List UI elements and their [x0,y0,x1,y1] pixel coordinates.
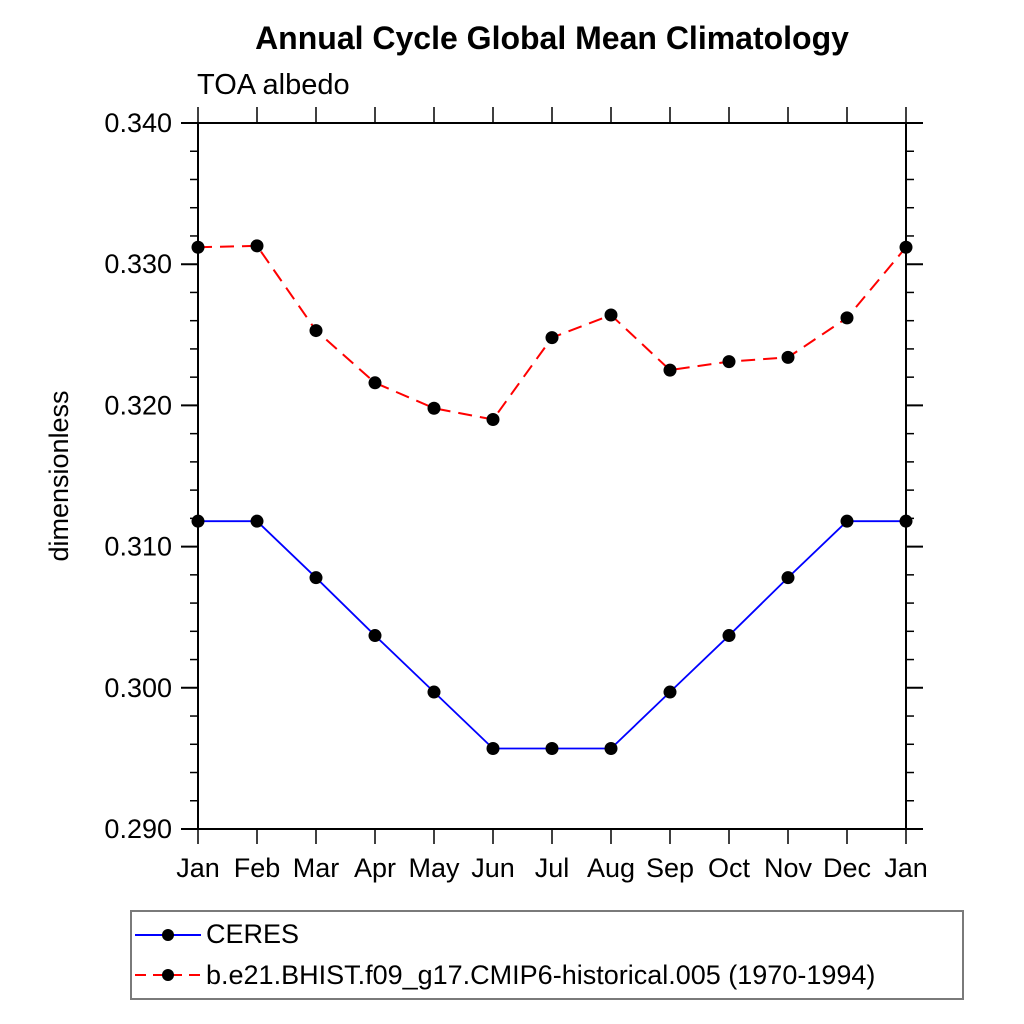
series-marker [840,311,854,325]
series-marker [545,331,559,345]
series-marker [427,401,441,415]
y-tick-label: 0.310 [104,532,172,562]
series-marker [663,363,677,377]
x-tick-label: Nov [764,853,813,883]
series-marker [781,571,795,585]
axis-labels: 0.290 0.300 0.310 0.320 0.330 0.340 Jan Feb Mar A… [44,108,928,883]
series-marker [899,240,913,254]
legend: CERES b.e21.BHIST.f09_g17.CMIP6-historic… [130,910,964,1000]
legend-item-ceres: CERES [132,915,962,955]
series-marker [250,514,264,528]
series-marker [722,629,736,643]
x-tick-label: Apr [354,853,396,883]
series-marker [604,308,618,322]
x-tick-label: Jan [884,853,928,883]
legend-line-sample-ceres [135,928,201,941]
series-marker [604,742,618,756]
series-marker [840,514,854,528]
series-marker [368,629,382,643]
series-marker [191,240,205,254]
x-tick-label: Feb [234,853,281,883]
series-marker [663,685,677,699]
x-tick-label: Jun [471,853,515,883]
y-tick-label: 0.320 [104,390,172,420]
x-tick-label: Aug [587,853,635,883]
series-marker [427,685,441,699]
legend-line-sample-model [135,969,201,982]
x-tick-label: Sep [646,853,694,883]
series-marker [486,742,500,756]
series-layer [191,239,913,756]
axis-frame [197,122,907,830]
legend-label-ceres: CERES [206,919,300,950]
series-marker [309,571,323,585]
y-tick-label: 0.330 [104,249,172,279]
y-tick-label: 0.340 [104,108,172,138]
x-tick-label: Mar [293,853,340,883]
series-marker [545,742,559,756]
x-tick-label: Dec [823,853,871,883]
legend-label-model: b.e21.BHIST.f09_g17.CMIP6-historical.005… [206,959,876,990]
plot-svg: 0.290 0.300 0.310 0.320 0.330 0.340 Jan Feb Mar A… [44,107,928,883]
series-marker [899,514,913,528]
x-tick-label: Oct [708,853,751,883]
series-marker [722,355,736,369]
series-marker [309,324,323,338]
series-marker [486,413,500,427]
series-marker [781,350,795,364]
y-tick-label: 0.290 [104,814,172,844]
chart-subtitle: TOA albedo [197,69,350,101]
x-tick-label: Jan [176,853,220,883]
series-marker [368,376,382,390]
axis-ticks [181,107,923,844]
series-marker [250,239,264,253]
legend-item-model: b.e21.BHIST.f09_g17.CMIP6-historical.005… [132,955,962,995]
series-marker [191,514,205,528]
y-axis-title: dimensionless [44,390,74,561]
chart-title: Annual Cycle Global Mean Climatology [255,20,849,56]
y-tick-label: 0.300 [104,673,172,703]
x-tick-label: Jul [535,853,570,883]
x-tick-label: May [408,853,460,883]
series-line-0 [198,520,906,750]
